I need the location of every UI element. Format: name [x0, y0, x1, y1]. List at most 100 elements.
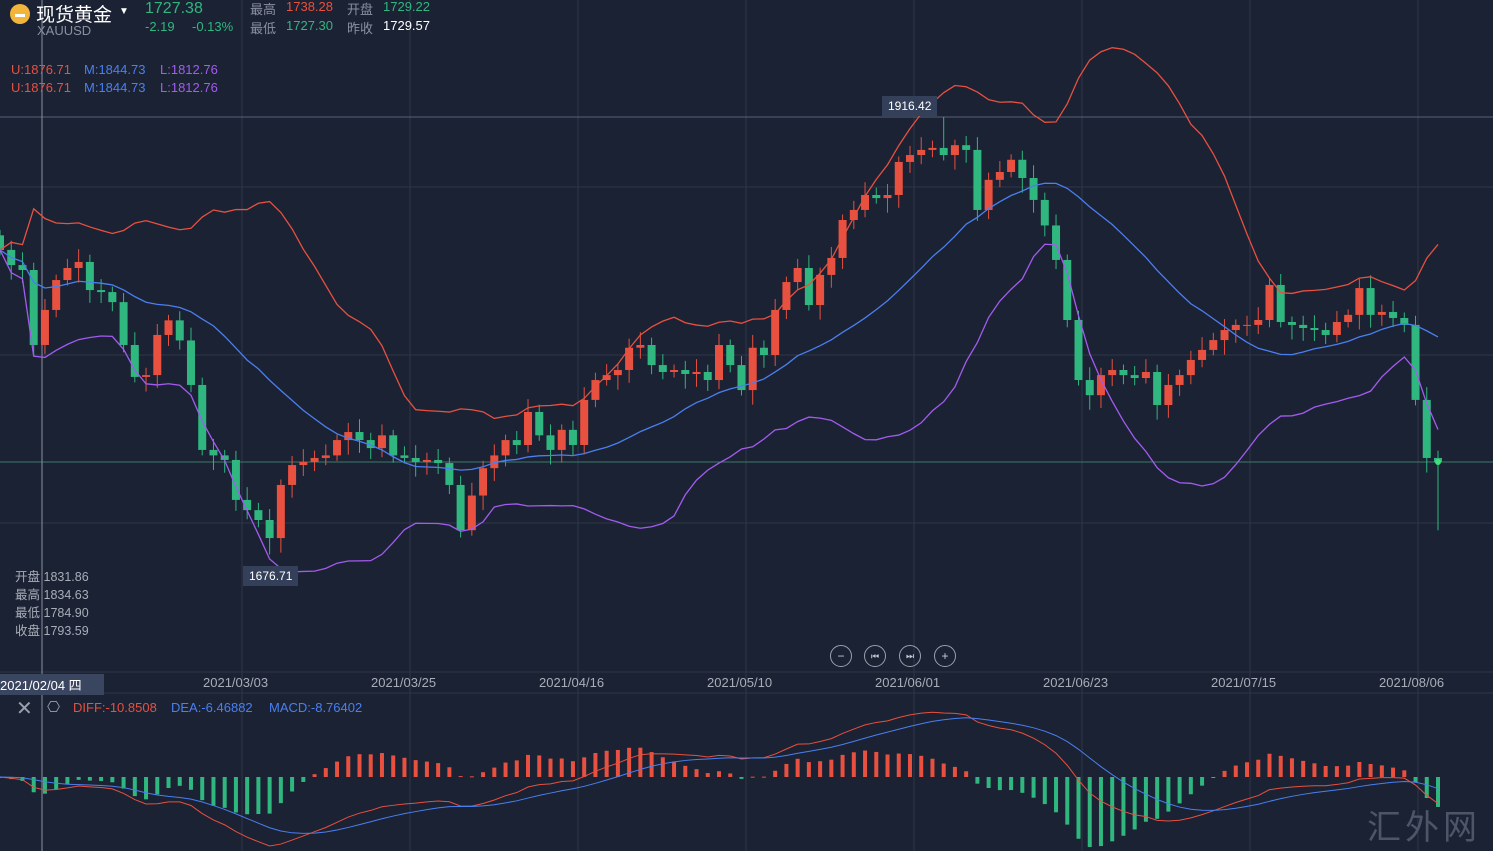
candle-up — [490, 455, 499, 469]
candle-down — [254, 510, 263, 520]
zoom-in-button[interactable]: + — [934, 645, 956, 667]
macd-bar — [1368, 763, 1373, 777]
candle-up — [1220, 330, 1229, 341]
zoom-out-button[interactable]: − — [830, 645, 852, 667]
ohlc-close: 1793.59 — [43, 624, 89, 638]
price-change: -2.19 — [145, 19, 175, 34]
candle-down — [119, 302, 128, 345]
boll-mid-line — [0, 182, 1439, 471]
candle-down — [1287, 322, 1296, 325]
macd-bar — [1256, 759, 1261, 777]
candle-up — [299, 461, 308, 466]
chevron-down-icon[interactable]: ▼ — [119, 6, 129, 17]
candle-up — [1254, 319, 1263, 325]
macd-bar — [1143, 777, 1148, 822]
ohlc-high: 1834.63 — [43, 588, 89, 602]
candle-up — [1108, 369, 1117, 376]
candle-down — [1299, 324, 1308, 329]
macd-bar — [548, 758, 553, 777]
candle-up — [524, 411, 533, 445]
candle-up — [310, 457, 319, 462]
candle-down — [568, 429, 577, 445]
x-axis-date: 2021/05/10 — [707, 675, 773, 690]
instrument-name[interactable]: 现货黄金 — [36, 5, 113, 26]
macd-bar — [346, 756, 351, 777]
candle-down — [445, 463, 454, 485]
candle-down — [366, 440, 375, 449]
candle-up — [501, 440, 510, 456]
macd-bar — [503, 762, 508, 777]
macd-bar — [997, 777, 1002, 791]
macd-bar — [166, 777, 171, 788]
candle-up — [321, 455, 330, 458]
macd-bar — [1132, 777, 1137, 830]
macd-bar — [526, 754, 531, 777]
open-value: 1729.22 — [383, 0, 430, 14]
candle-up — [153, 334, 162, 376]
macd-bar — [222, 777, 227, 808]
macd-bar — [806, 762, 811, 777]
macd-bar — [1413, 777, 1418, 783]
candle-up — [479, 468, 488, 496]
macd-bar — [570, 761, 575, 777]
candle-down — [389, 435, 398, 456]
candle-up — [344, 432, 353, 441]
candle-down — [1018, 159, 1027, 179]
macd-bar — [1278, 755, 1283, 777]
candle-down — [1119, 369, 1128, 376]
candle-down — [0, 235, 4, 250]
macd-bar — [930, 758, 935, 777]
candle-up — [883, 194, 892, 199]
candle-down — [97, 290, 106, 293]
candle-down — [175, 320, 184, 341]
close-icon[interactable]: ✕ — [16, 698, 33, 720]
macd-bar — [1054, 777, 1059, 813]
ohlc-open-label: 开盘 — [15, 570, 41, 584]
macd-bar — [1031, 777, 1036, 798]
x-axis-date: 2021/03/25 — [371, 675, 437, 690]
candle-up — [164, 320, 173, 335]
gold-icon: ▬ — [10, 4, 30, 24]
macd-bar — [694, 769, 699, 777]
x-axis-date: 2021/07/15 — [1211, 675, 1277, 690]
macd-bar — [20, 777, 25, 781]
macd-dea: DEA:-6.46882 — [171, 700, 253, 715]
macd-bar — [436, 763, 441, 777]
macd-bar — [31, 777, 36, 793]
candle-up — [1198, 349, 1207, 360]
x-axis-date: 2021/03/03 — [203, 675, 269, 690]
macd-bar — [1200, 777, 1205, 786]
macd-bar — [121, 777, 126, 789]
macd-bar — [1245, 762, 1250, 777]
ohlc-open: 1831.86 — [43, 570, 89, 584]
boll-lower-2: L:1812.76 — [160, 80, 218, 95]
macd-bar — [627, 747, 632, 777]
macd-bar — [1334, 766, 1339, 777]
macd-bar — [469, 776, 474, 778]
candle-down — [1276, 284, 1285, 322]
gear-icon[interactable]: ⎔ — [47, 699, 61, 716]
candle-up — [1377, 311, 1386, 315]
macd-bar — [773, 770, 778, 777]
ohlc-low-label: 最低 — [15, 606, 41, 620]
candle-down — [1411, 324, 1420, 400]
candle-down — [1029, 178, 1038, 200]
macd-bar — [986, 777, 991, 789]
macd-bar — [481, 772, 486, 777]
scroll-forward-button[interactable]: ⏭ — [899, 645, 921, 667]
x-axis-date: 2021/04/16 — [539, 675, 605, 690]
boll-mid: M:1844.73 — [84, 62, 146, 77]
macd-bar — [1289, 758, 1294, 777]
candle-up — [276, 484, 285, 539]
macd-bar — [1222, 770, 1227, 777]
macd-bar — [1009, 777, 1014, 791]
macd-bar — [245, 777, 250, 815]
macd-bar — [1065, 777, 1070, 825]
watermark: 汇外网 — [1367, 808, 1481, 848]
crosshair-date: 2021/02/04 四 — [0, 674, 104, 695]
scroll-back-button[interactable]: ⏮ — [864, 645, 886, 667]
candle-down — [1321, 330, 1330, 335]
macd-bar — [750, 776, 755, 778]
last-price: 1727.38 — [145, 0, 203, 17]
